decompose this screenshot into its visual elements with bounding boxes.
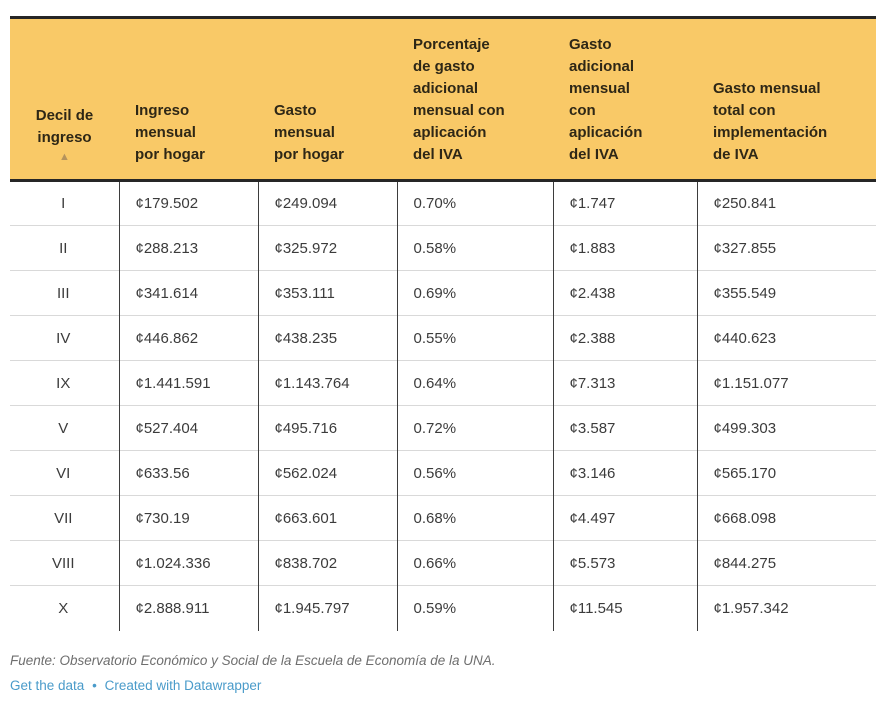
value-cell: ¢2.388 [552, 315, 697, 361]
value-cell: ¢446.862 [118, 315, 258, 361]
table-row: IX ¢1.441.591 ¢1.143.764 0.64% ¢7.313 ¢1.151.… [10, 360, 876, 406]
value-cell: ¢7.313 [552, 360, 697, 406]
datawrapper-table-visualization: Decil de ingreso ▲ Ingreso mensual por hog… [10, 16, 876, 695]
value-cell: ¢341.614 [118, 270, 258, 316]
column-header-0[interactable]: Decil de ingreso ▲ [10, 17, 119, 181]
value-cell: 0.66% [396, 540, 553, 586]
decil-cell: IX [10, 360, 119, 406]
value-cell: ¢249.094 [257, 180, 397, 226]
value-cell: ¢838.702 [257, 540, 397, 586]
value-cell: ¢1.151.077 [696, 360, 876, 406]
value-cell: 0.58% [396, 225, 553, 271]
get-the-data-link[interactable]: Get the data [10, 677, 85, 693]
value-cell: ¢179.502 [118, 180, 258, 226]
value-cell: 0.56% [396, 450, 553, 496]
column-header-label: Porcentaje de gasto adicional mensual co… [413, 36, 505, 163]
value-cell: ¢1.024.336 [118, 540, 258, 586]
value-cell: ¢663.601 [257, 495, 397, 541]
link-separator: • [92, 677, 97, 693]
value-cell: ¢11.545 [552, 585, 697, 631]
column-header-label: Gasto mensual por hogar [274, 102, 344, 163]
value-cell: ¢1.945.797 [257, 585, 397, 631]
value-cell: ¢3.146 [552, 450, 697, 496]
table-row: IV ¢446.862 ¢438.235 0.55% ¢2.388 ¢440.623 [10, 315, 876, 361]
table-row: VIII ¢1.024.336 ¢838.702 0.66% ¢5.573 ¢844.27… [10, 540, 876, 586]
value-cell: ¢250.841 [696, 180, 876, 226]
footer-links: Get the data • Created with Datawrapper [10, 677, 876, 695]
column-header-label: Ingreso mensual por hogar [135, 102, 205, 163]
value-cell: ¢730.19 [118, 495, 258, 541]
value-cell: ¢353.111 [257, 270, 397, 316]
table-row: VI ¢633.56 ¢562.024 0.56% ¢3.146 ¢565.170 [10, 450, 876, 496]
value-cell: ¢562.024 [257, 450, 397, 496]
decil-cell: X [10, 585, 119, 631]
value-cell: ¢2.888.911 [118, 585, 258, 631]
decil-cell: I [10, 180, 119, 226]
value-cell: 0.70% [396, 180, 553, 226]
value-cell: ¢668.098 [696, 495, 876, 541]
decil-cell: III [10, 270, 119, 316]
created-with-datawrapper-link[interactable]: Created with Datawrapper [104, 677, 262, 693]
decil-cell: VIII [10, 540, 119, 586]
sort-ascending-icon: ▲ [59, 151, 70, 163]
table-row: III ¢341.614 ¢353.111 0.69% ¢2.438 ¢355.549 [10, 270, 876, 316]
value-cell: ¢1.957.342 [696, 585, 876, 631]
value-cell: 0.55% [396, 315, 553, 361]
table-row: VII ¢730.19 ¢663.601 0.68% ¢4.497 ¢668.098 [10, 495, 876, 541]
decil-cell: V [10, 405, 119, 451]
value-cell: ¢499.303 [696, 405, 876, 451]
data-table: Decil de ingreso ▲ Ingreso mensual por hog… [10, 16, 876, 631]
value-cell: ¢844.275 [696, 540, 876, 586]
value-cell: ¢355.549 [696, 270, 876, 316]
value-cell: ¢1.441.591 [118, 360, 258, 406]
value-cell: ¢288.213 [118, 225, 258, 271]
value-cell: ¢440.623 [696, 315, 876, 361]
table-row: I ¢179.502 ¢249.094 0.70% ¢1.747 ¢250.841 [10, 180, 876, 226]
column-header-5[interactable]: Gasto mensual total con implementación d… [697, 17, 876, 181]
decil-cell: II [10, 225, 119, 271]
value-cell: 0.72% [396, 405, 553, 451]
value-cell: ¢565.170 [696, 450, 876, 496]
column-header-4[interactable]: Gasto adicional mensual con aplicación d… [553, 17, 697, 181]
column-header-2[interactable]: Gasto mensual por hogar [258, 17, 397, 181]
decil-cell: VI [10, 450, 119, 496]
value-cell: ¢5.573 [552, 540, 697, 586]
table-row: V ¢527.404 ¢495.716 0.72% ¢3.587 ¢499.303 [10, 405, 876, 451]
source-text: Fuente: Observatorio Económico y Social … [10, 652, 496, 668]
table-row: II ¢288.213 ¢325.972 0.58% ¢1.883 ¢327.855 [10, 225, 876, 271]
source-note: Fuente: Observatorio Económico y Social … [10, 652, 876, 670]
value-cell: ¢327.855 [696, 225, 876, 271]
value-cell: 0.59% [396, 585, 553, 631]
value-cell: ¢438.235 [257, 315, 397, 361]
value-cell: ¢3.587 [552, 405, 697, 451]
value-cell: ¢325.972 [257, 225, 397, 271]
value-cell: 0.69% [396, 270, 553, 316]
value-cell: ¢527.404 [118, 405, 258, 451]
column-header-1[interactable]: Ingreso mensual por hogar [119, 17, 258, 181]
value-cell: 0.68% [396, 495, 553, 541]
decil-cell: IV [10, 315, 119, 361]
value-cell: ¢2.438 [552, 270, 697, 316]
value-cell: ¢633.56 [118, 450, 258, 496]
table-row: X ¢2.888.911 ¢1.945.797 0.59% ¢11.545 ¢1.957.… [10, 585, 876, 631]
value-cell: ¢1.747 [552, 180, 697, 226]
column-header-3[interactable]: Porcentaje de gasto adicional mensual co… [397, 17, 553, 181]
value-cell: ¢495.716 [257, 405, 397, 451]
header-row: Decil de ingreso ▲ Ingreso mensual por hog… [10, 17, 876, 181]
column-header-label: Gasto mensual total con implementación d… [713, 80, 828, 163]
column-header-label: Decil de ingreso [35, 107, 94, 146]
value-cell: ¢4.497 [552, 495, 697, 541]
value-cell: ¢1.883 [552, 225, 697, 271]
column-header-label: Gasto adicional mensual con aplicación d… [569, 36, 643, 163]
decil-cell: VII [10, 495, 119, 541]
value-cell: 0.64% [396, 360, 553, 406]
value-cell: ¢1.143.764 [257, 360, 397, 406]
